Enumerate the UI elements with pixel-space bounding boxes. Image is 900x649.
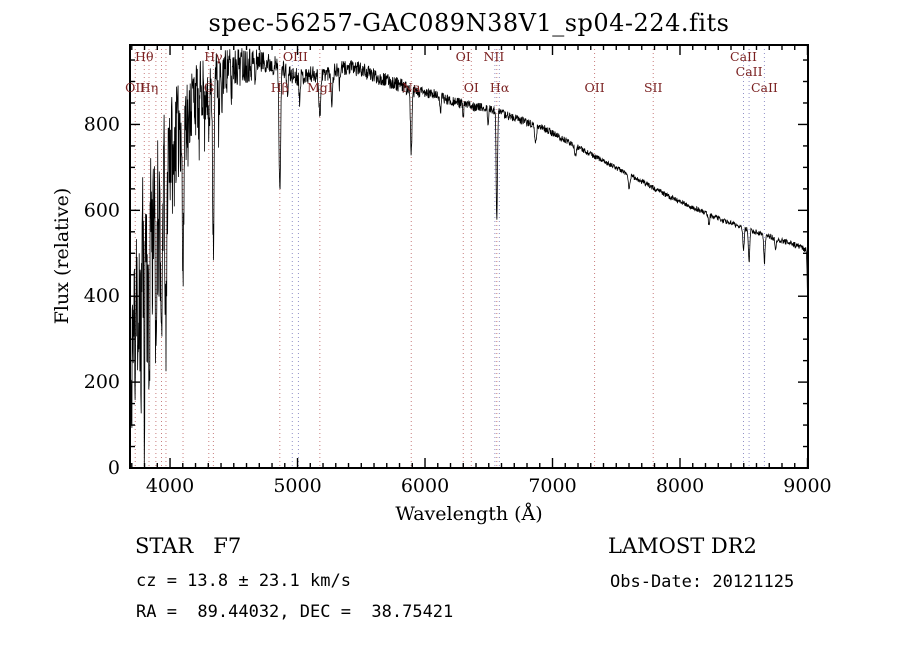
spectral-line-label: CaII bbox=[730, 49, 757, 64]
plot-title: spec-56257-GAC089N38V1_sp04-224.fits bbox=[208, 9, 730, 37]
spectral-line-label: Hγ bbox=[204, 49, 222, 64]
spectral-line-label: G bbox=[204, 80, 214, 95]
x-tick-label: 8000 bbox=[656, 475, 704, 497]
spectral-line-label: CaII bbox=[751, 80, 778, 95]
star-classification-text: STAR F7 bbox=[135, 534, 242, 558]
x-tick-label: 6000 bbox=[401, 475, 449, 497]
x-tick-label: 9000 bbox=[783, 475, 831, 497]
spectral-line-label: OII bbox=[585, 80, 605, 95]
x-tick-label: 4000 bbox=[146, 475, 194, 497]
spectral-line-label: Hθ bbox=[135, 49, 153, 64]
spectral-line-label: MgI bbox=[307, 80, 333, 95]
plot-frame bbox=[129, 44, 809, 469]
y-tick-labels: 0 200 400 600 800 bbox=[84, 113, 120, 479]
spectral-line-label: Na bbox=[402, 80, 421, 95]
x-axis-label: Wavelength (Å) bbox=[395, 503, 543, 525]
spectral-line-label: OI bbox=[456, 49, 471, 64]
spectral-line-label: Hβ bbox=[271, 80, 289, 95]
spectral-line-label: CaII bbox=[736, 64, 763, 79]
x-tick-labels: 4000 5000 6000 7000 8000 9000 bbox=[146, 475, 832, 497]
y-tick-label: 200 bbox=[84, 371, 120, 393]
y-tick-label: 800 bbox=[84, 113, 120, 135]
x-tick-label: 5000 bbox=[273, 475, 321, 497]
y-tick-label: 0 bbox=[108, 457, 120, 479]
spectral-line-label: OII bbox=[125, 80, 145, 95]
y-tick-label: 600 bbox=[84, 199, 120, 221]
spectral-line-markers bbox=[134, 45, 765, 468]
x-tick-label: 7000 bbox=[528, 475, 576, 497]
y-tick-label: 400 bbox=[84, 285, 120, 307]
spectral-line-label: NII bbox=[483, 49, 504, 64]
spectral-line-label: Hη bbox=[140, 80, 158, 95]
spectral-line-label: Hα bbox=[490, 80, 510, 95]
spectral-line-label: OI bbox=[464, 80, 479, 95]
axis-ticks bbox=[130, 45, 809, 469]
spectrum-trace bbox=[129, 48, 809, 465]
coordinates-text: RA = 89.44032, DEC = 38.75421 bbox=[136, 602, 454, 622]
spectral-line-label: SII bbox=[644, 80, 663, 95]
redshift-velocity-text: cz = 13.8 ± 23.1 km/s bbox=[136, 571, 351, 591]
obs-date-text: Obs-Date: 20121125 bbox=[610, 572, 795, 592]
spectral-line-label: OIII bbox=[283, 49, 308, 64]
survey-name-text: LAMOST DR2 bbox=[608, 534, 757, 558]
